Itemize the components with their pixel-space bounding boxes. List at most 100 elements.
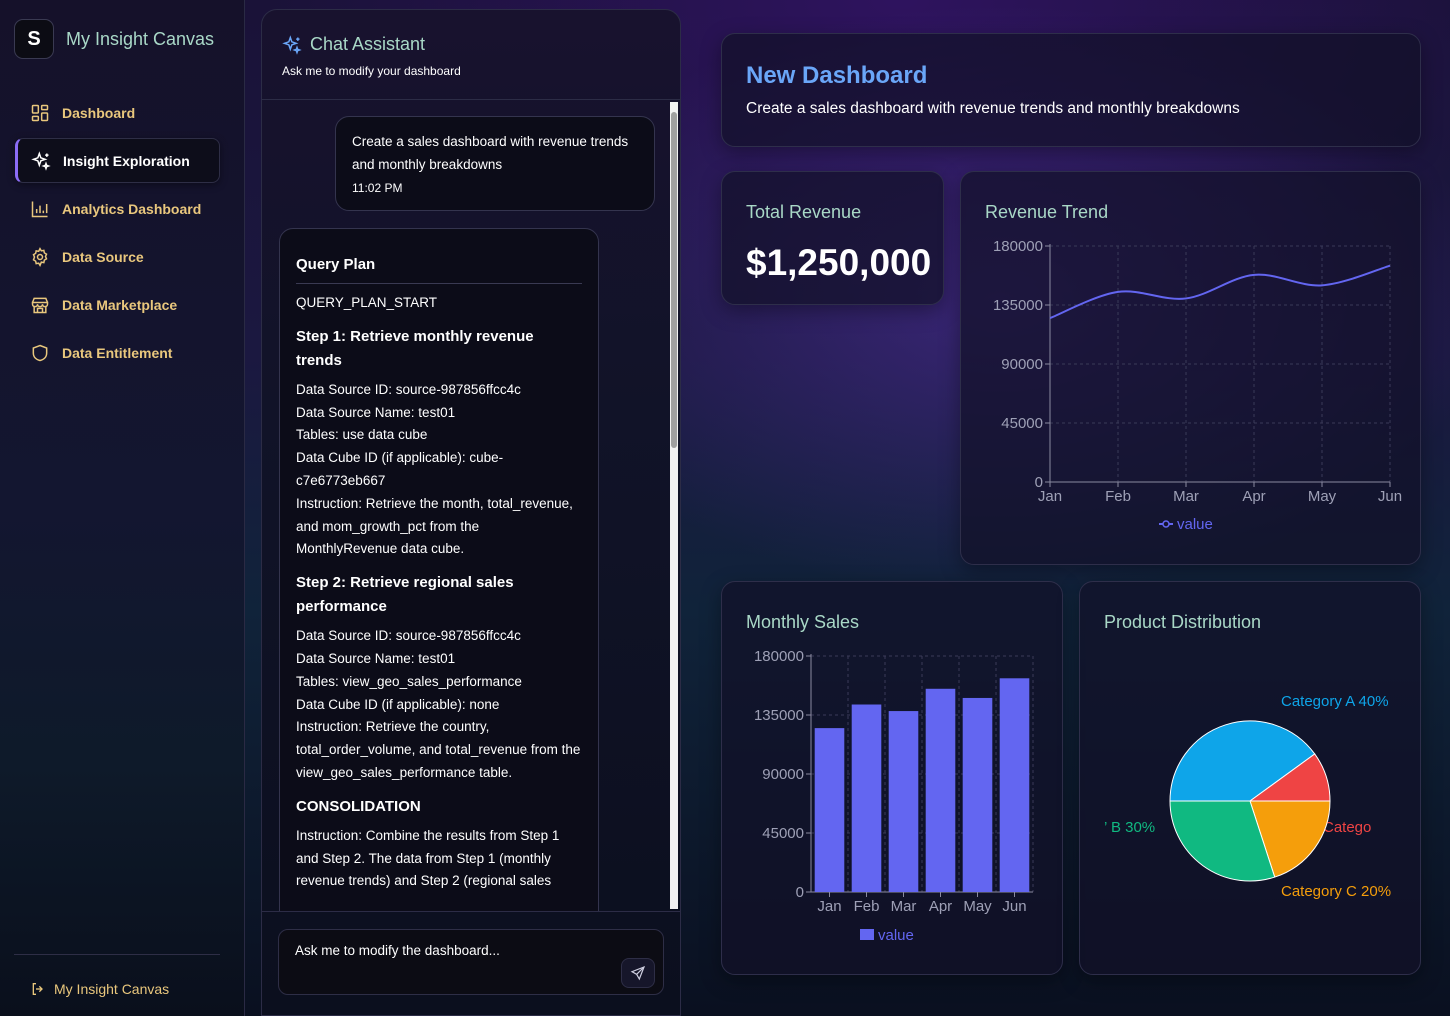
query-plan-title: Query Plan (296, 255, 582, 284)
sidebar-item-label: Data Entitlement (62, 344, 173, 361)
sidebar-item-data-entitlement[interactable]: Data Entitlement (15, 330, 220, 375)
dashboard-title: New Dashboard (746, 62, 928, 89)
x-tick-label: Apr (1242, 488, 1265, 505)
pie-slice-label: Catego (1323, 819, 1371, 836)
sidebar-item-label: Insight Exploration (63, 152, 190, 169)
store-icon (31, 297, 49, 313)
consolidation-text: Instruction: Combine the results from St… (296, 827, 560, 889)
legend-marker (1162, 520, 1170, 528)
y-tick-label: 90000 (762, 766, 804, 783)
chat-input[interactable]: Ask me to modify the dashboard... (278, 929, 664, 995)
revenue-trend-card: Revenue Trend 0 45000 90000 135000 180000 Jan… (960, 171, 1421, 565)
layout-grid-icon (31, 104, 49, 121)
sidebar-item-dashboard[interactable]: Dashboard (15, 90, 220, 135)
step2-line: Tables: view_geo_sales_performance (296, 673, 522, 689)
bar-chart-icon (31, 201, 48, 217)
brand: S My Insight Canvas (14, 19, 214, 59)
step1-line: Data Source Name: test01 (296, 404, 456, 420)
brand-name: My Insight Canvas (66, 28, 215, 49)
brand-logo[interactable]: S (14, 19, 54, 59)
sidebar-item-label: Data Source (62, 248, 144, 265)
chart-legend: value (860, 927, 914, 944)
monthly-sales-chart: 0 45000 90000 135000 180000 Jan Feb Mar Apr May Ju… (754, 648, 1034, 944)
logout-icon (32, 983, 43, 995)
step2-line: Instruction: Retrieve the country, total… (296, 719, 581, 780)
product-distribution-chart: Category A 40% Catego Category C 20% ’ B 30… (1104, 693, 1391, 900)
sidebar-footer-link[interactable]: My Insight Canvas (14, 954, 220, 997)
monthly-sales-title: Monthly Sales (746, 612, 860, 632)
step1-line: Data Cube ID (if applicable): cube-c7e67… (296, 450, 504, 488)
y-tick-label: 0 (796, 884, 804, 901)
series-line-value (1049, 264, 1391, 320)
y-tick-label: 0 (1035, 474, 1043, 491)
bar-may (962, 697, 993, 892)
chat-input-placeholder: Ask me to modify the dashboard... (295, 943, 500, 958)
dashboard-description: Create a sales dashboard with revenue tr… (746, 100, 1240, 117)
x-tick-label: Feb (1105, 488, 1131, 505)
send-button[interactable] (621, 958, 655, 988)
step1-line: Instruction: Retrieve the month, total_r… (296, 495, 573, 557)
monthly-sales-card: Monthly Sales 0 45000 90000 135000 180000 Jan… (721, 581, 1063, 975)
send-icon (630, 965, 646, 981)
step2-line: Data Cube ID (if applicable): none (296, 696, 500, 712)
user-message-text: Create a sales dashboard with revenue tr… (352, 134, 629, 172)
total-revenue-card: Total Revenue $1,250,000 (721, 171, 944, 305)
sidebar-item-label: Dashboard (62, 104, 136, 121)
y-tick-label: 180000 (754, 648, 804, 665)
chat-scrollbar-thumb[interactable] (671, 112, 677, 448)
sidebar-item-data-marketplace[interactable]: Data Marketplace (15, 282, 220, 327)
x-tick-label: Jun (1378, 488, 1402, 505)
sparkles-icon (282, 34, 302, 55)
bar-feb (851, 704, 882, 892)
y-tick-label: 135000 (754, 707, 804, 724)
bar-jun (999, 678, 1030, 892)
query-plan-start: QUERY_PLAN_START (296, 295, 438, 310)
x-tick-label: Mar (1173, 488, 1199, 505)
x-tick-label: Feb (854, 898, 880, 915)
chat-title: Chat Assistant (282, 34, 680, 55)
bar-mar (888, 711, 919, 892)
step2-title: Step 2: Retrieve regional sales performa… (296, 574, 514, 616)
sidebar-footer-label: My Insight Canvas (54, 981, 170, 997)
pie-slice-label: Category C 20% (1281, 883, 1391, 900)
chat-title-text: Chat Assistant (310, 34, 426, 54)
pie-slice-label: ’ B 30% (1104, 819, 1155, 836)
step2-line: Data Source ID: source-987856ffcc4c (296, 628, 521, 644)
sidebar-item-insight-exploration[interactable]: Insight Exploration (15, 138, 220, 183)
product-distribution-title: Product Distribution (1104, 612, 1262, 632)
x-tick-label: Mar (891, 898, 917, 915)
chat-subtitle: Ask me to modify your dashboard (282, 64, 461, 78)
x-tick-label: Jun (1002, 898, 1026, 915)
pie-slice-label: Category A 40% (1281, 693, 1389, 710)
pie-slice (1169, 720, 1316, 802)
sidebar: S My Insight Canvas Dashboard Insight Ex… (0, 0, 245, 1016)
product-distribution-card: Product Distribution Category A 40% Categ… (1079, 581, 1421, 975)
x-tick-label: Apr (929, 898, 952, 915)
bar-jan (814, 728, 845, 892)
sparkles-icon (31, 150, 51, 171)
revenue-trend-chart: 0 45000 90000 135000 180000 Jan Feb Mar Apr May Ju… (993, 238, 1402, 533)
x-tick-label: Jan (1038, 488, 1062, 505)
step1-title: Step 1: Retrieve monthly revenue trends (296, 327, 534, 369)
total-revenue-value: $1,250,000 (746, 242, 932, 283)
sidebar-item-data-source[interactable]: Data Source (15, 234, 220, 279)
chart-legend: value (1159, 516, 1213, 533)
chat-scrollbar[interactable] (670, 102, 678, 909)
legend-swatch (860, 929, 874, 940)
consolidation-title: CONSOLIDATION (296, 797, 421, 815)
sidebar-item-label: Data Marketplace (62, 296, 178, 313)
sidebar-item-label: Analytics Dashboard (62, 200, 202, 217)
chat-messages[interactable]: Create a sales dashboard with revenue tr… (262, 100, 680, 911)
y-tick-label: 45000 (1001, 415, 1043, 432)
sidebar-nav: Dashboard Insight Exploration Analytics … (15, 90, 220, 378)
step2-line: Data Source Name: test01 (296, 650, 456, 666)
pie-slice (1169, 800, 1276, 882)
sidebar-item-analytics-dashboard[interactable]: Analytics Dashboard (15, 186, 220, 231)
step1-line: Data Source ID: source-987856ffcc4c (296, 381, 521, 397)
user-message: Create a sales dashboard with revenue tr… (335, 116, 655, 211)
bar-apr (925, 688, 956, 892)
legend-label: value (1177, 516, 1213, 533)
y-tick-label: 45000 (762, 825, 804, 842)
step1-line: Tables: use data cube (296, 427, 428, 443)
total-revenue-label: Total Revenue (746, 202, 862, 222)
